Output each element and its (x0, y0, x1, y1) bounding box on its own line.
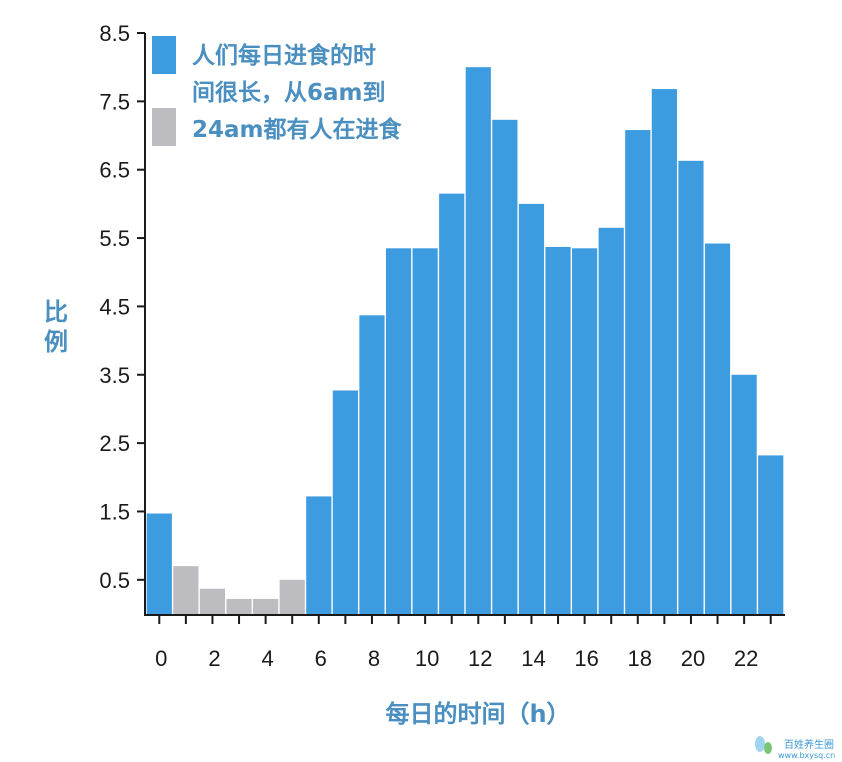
bar-hour-6 (306, 496, 332, 614)
x-tick-label: 0 (155, 646, 167, 671)
bar-hour-12 (465, 67, 491, 615)
bar-hour-3 (226, 598, 252, 614)
bar-hour-15 (545, 246, 571, 614)
bar-hour-21 (704, 243, 731, 614)
bar-hour-10 (412, 248, 438, 614)
x-tick-label: 22 (734, 646, 758, 671)
watermark: 百姓养生圈 www.bxysq.cn (755, 736, 835, 760)
bar-hour-19 (651, 89, 677, 615)
y-tick-label: 5.5 (99, 226, 130, 251)
y-tick-label: 1.5 (99, 499, 130, 524)
x-tick-label: 16 (574, 646, 598, 671)
x-tick-label: 8 (368, 646, 380, 671)
x-tick-label: 6 (315, 646, 327, 671)
bar-hour-4 (253, 598, 279, 614)
x-axis-title: 每日的时间（h） (385, 700, 570, 728)
bar-hour-13 (492, 119, 518, 614)
watermark-name: 百姓养生圈 (784, 738, 834, 751)
bar-hour-8 (359, 315, 385, 614)
bars-group (146, 67, 784, 615)
y-axis: 0.5 1.5 2.5 3.5 4.5 5.5 6.5 7.5 8.5 (99, 21, 146, 615)
x-tick-label: 18 (628, 646, 652, 671)
bar-hour-7 (332, 390, 358, 614)
bar-hour-14 (518, 203, 545, 614)
x-tick-label: 10 (415, 646, 439, 671)
bar-hour-5 (279, 579, 305, 614)
leaf-logo-icon (755, 736, 772, 754)
bar-hour-11 (439, 193, 465, 614)
x-tick-label: 12 (468, 646, 492, 671)
bar-hour-2 (199, 588, 226, 614)
bar-hour-9 (385, 248, 412, 614)
y-tick-label: 4.5 (99, 294, 130, 319)
y-tick-label: 2.5 (99, 431, 130, 456)
x-axis: 0 2 4 6 8 10 12 14 16 18 20 22 (144, 614, 785, 671)
y-tick-label: 0.5 (99, 568, 130, 593)
y-tick-label: 6.5 (99, 158, 130, 183)
y-tick-label: 3.5 (99, 363, 130, 388)
legend-line-2: 间很长，从6am到 (192, 79, 386, 106)
x-tick-label: 2 (208, 646, 220, 671)
bar-hour-18 (625, 130, 651, 614)
legend-swatch-gray (152, 108, 176, 146)
x-tick-label: 20 (681, 646, 705, 671)
legend-line-1: 人们每日进食的时 (192, 42, 376, 69)
bar-hour-22 (731, 374, 757, 614)
bar-hour-1 (173, 566, 199, 614)
y-tick-label: 7.5 (99, 89, 130, 114)
x-tick-label: 4 (262, 646, 274, 671)
bar-hour-20 (678, 160, 704, 614)
bar-hour-17 (598, 227, 624, 614)
bar-hour-0 (146, 513, 172, 614)
legend-line-3: 24am都有人在进食 (192, 116, 402, 143)
bar-hour-16 (572, 248, 598, 614)
legend-swatch-blue (152, 36, 176, 74)
y-axis-title: 比例 (44, 298, 68, 356)
bar-hour-23 (758, 455, 784, 614)
y-tick-label: 8.5 (99, 21, 130, 46)
legend: 人们每日进食的时 间很长，从6am到 24am都有人在进食 (152, 36, 402, 146)
x-tick-label: 14 (521, 646, 545, 671)
watermark-url: www.bxysq.cn (778, 751, 835, 760)
